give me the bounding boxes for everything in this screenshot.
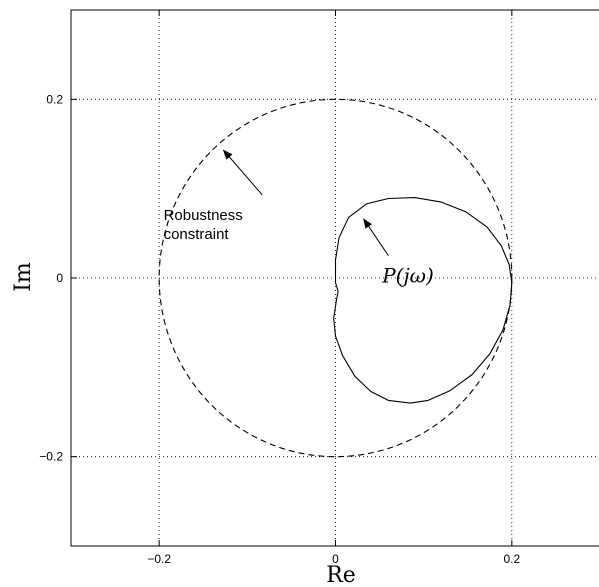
series-layer (158, 98, 513, 458)
annotation-curve-label: P(jω) (381, 263, 434, 287)
annotation-robustness-constraint: Robustness constraint (164, 207, 243, 243)
y-axis-title: Im (11, 262, 36, 292)
y-tick-label: −0.2 (39, 450, 63, 464)
x-tick-label: 0.2 (503, 552, 520, 566)
series-robustness-constraint-circle (158, 98, 513, 458)
series-nyquist-curve (333, 197, 513, 404)
y-tick-label: 0.2 (46, 92, 63, 106)
x-tick-label: −0.2 (147, 552, 171, 566)
annotation-arrow (222, 149, 263, 196)
annotation-line: constraint (164, 226, 230, 243)
annotation-line: Robustness (164, 207, 243, 224)
x-tick-label: 0 (332, 552, 339, 566)
x-axis-title: Re (326, 563, 356, 587)
axis-ticks: −0.2 0 0.2 −0.2 0 0.2 (39, 10, 520, 566)
annotation-arrow (363, 218, 389, 256)
y-tick-label: 0 (56, 271, 63, 285)
annotations: Robustness constraint P(jω) (164, 149, 434, 287)
